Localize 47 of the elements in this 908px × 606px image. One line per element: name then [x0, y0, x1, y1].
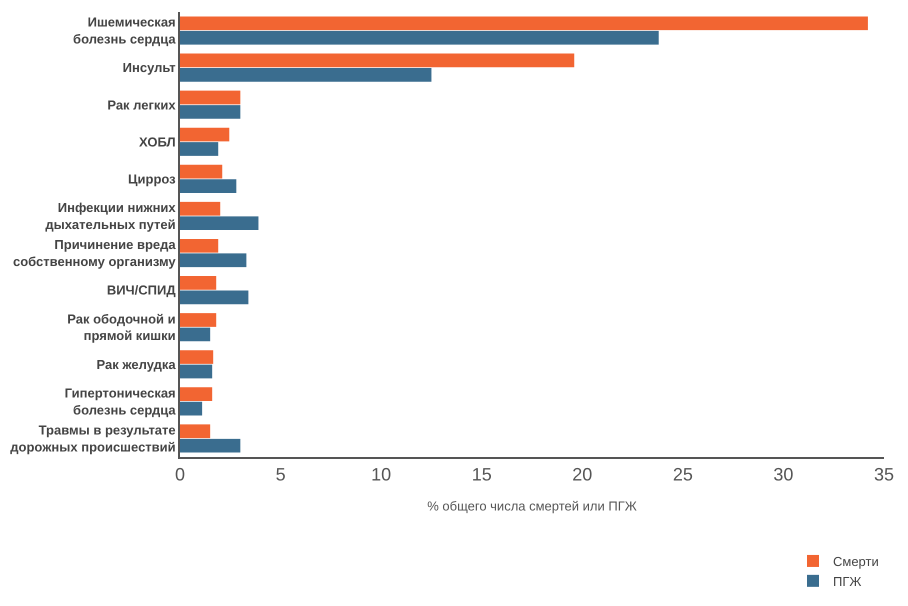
bar	[180, 424, 210, 438]
bar	[180, 402, 202, 416]
x-tick-label: 35	[874, 464, 894, 484]
bar	[180, 128, 230, 142]
y-tick-label: Цирроз	[128, 171, 176, 186]
bar	[180, 16, 868, 30]
x-tick-label: 30	[773, 464, 794, 484]
x-tick-label: 0	[174, 464, 186, 484]
bar	[180, 290, 248, 304]
bar	[180, 387, 212, 402]
bar	[180, 313, 216, 327]
bar	[180, 364, 212, 378]
x-tick-label: 10	[371, 464, 392, 484]
legend-label: Смерти	[833, 554, 879, 570]
bar	[180, 164, 222, 179]
bar	[180, 350, 214, 364]
bar	[180, 90, 240, 104]
bar	[180, 142, 218, 156]
x-tick-label: 25	[672, 464, 693, 484]
y-tick-label: ВИЧ/СПИД	[106, 282, 176, 298]
legend-label: ПГЖ	[833, 574, 862, 589]
y-tick-label: ХОБЛ	[139, 134, 176, 150]
x-tick-label: 5	[276, 464, 286, 484]
y-tick-label: Рак легких	[107, 97, 176, 112]
bar	[180, 216, 258, 230]
bar	[180, 438, 240, 453]
y-tick-label: Рак ободочной и прямой кишки	[67, 311, 176, 344]
y-tick-label: Рак желудка	[96, 356, 176, 372]
bar	[180, 179, 236, 193]
bar	[180, 105, 240, 119]
y-tick-label: Инсульт	[122, 60, 176, 76]
y-tick-label: Гипертоническая болезнь сердца	[64, 385, 176, 418]
x-tick-label: 15	[472, 464, 492, 484]
bar	[180, 276, 216, 290]
bar	[180, 328, 210, 342]
bar	[180, 238, 218, 253]
y-tick-label: Причинение вреда собственному организму	[13, 237, 176, 270]
bar	[180, 30, 659, 45]
y-tick-label: Травмы в результате дорожных происшествий	[10, 422, 176, 454]
bar	[180, 253, 246, 268]
bar	[180, 68, 432, 82]
bar	[180, 202, 220, 216]
y-tick-label: Инфекции нижних дыхательных путей	[45, 200, 176, 232]
x-tick-label: 20	[572, 464, 592, 484]
x-axis-title: % общего числа смертей или ПГЖ	[427, 498, 637, 514]
bar	[180, 54, 574, 68]
y-tick-label: Ишемическая болезнь сердца	[73, 14, 176, 47]
